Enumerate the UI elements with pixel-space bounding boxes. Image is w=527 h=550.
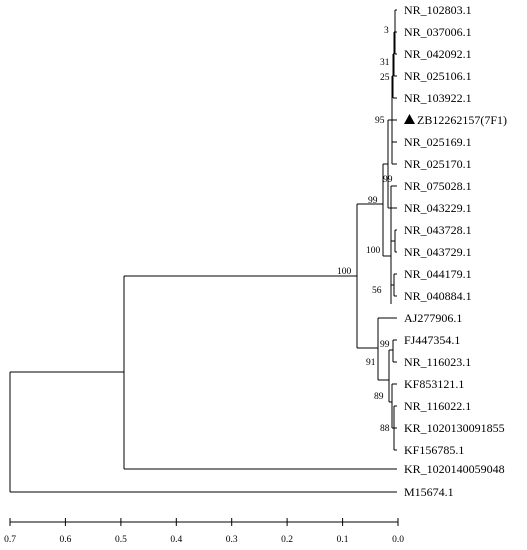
axis-tick-label: 0.3 [226, 535, 238, 545]
bootstrap-value: 3 [384, 26, 389, 36]
leaf-label: NR_043728.1 [404, 223, 472, 237]
bootstrap-value: 25 [380, 73, 390, 83]
leaf-label: NR_040884.1 [404, 289, 472, 303]
leaf-label: KF156785.1 [404, 443, 464, 457]
axis-tick-label: 0.5 [115, 535, 127, 545]
axis-tick-label: 0.4 [170, 535, 182, 545]
leaf-label: FJ447354.1 [404, 333, 460, 347]
leaf-label: NR_025106.1 [404, 69, 472, 83]
leaf-label-highlighted: ZB12262157(7F1) [417, 113, 507, 127]
bootstrap-value: 31 [380, 58, 390, 68]
leaf-label: NR_116023.1 [404, 355, 471, 369]
bootstrap-value: 95 [375, 116, 385, 126]
bootstrap-value: 100 [337, 267, 352, 277]
scale-axis: 0.7 0.6 0.5 0.4 0.3 0.2 0.1 0.0 [4, 518, 404, 545]
leaf-labels: NR_102803.1 NR_037006.1 NR_042092.1 NR_0… [404, 3, 507, 499]
leaf-label: NR_043729.1 [404, 245, 472, 259]
leaf-label: NR_103922.1 [404, 91, 472, 105]
axis-tick-label: 0.7 [4, 535, 16, 545]
leaf-label: KF853121.1 [404, 377, 464, 391]
bootstrap-value: 88 [380, 424, 390, 434]
leaf-label: NR_042092.1 [404, 47, 472, 61]
leaf-label: NR_102803.1 [404, 3, 472, 17]
axis-tick-label: 0.0 [392, 535, 404, 545]
bootstrap-value: 56 [372, 286, 382, 296]
axis-tick-label: 0.1 [337, 535, 349, 545]
axis-tick-label: 0.6 [59, 535, 71, 545]
leaf-label: NR_037006.1 [404, 25, 472, 39]
leaf-label: NR_025169.1 [404, 135, 472, 149]
bootstrap-value: 99 [383, 175, 393, 185]
leaf-label: KR_1020140059048 [404, 462, 505, 476]
highlight-triangle-icon [404, 114, 415, 124]
bootstrap-value: 99 [380, 340, 390, 350]
bootstrap-value: 91 [366, 358, 376, 368]
bootstrap-value: 99 [368, 196, 378, 206]
leaf-label: AJ277906.1 [404, 311, 462, 325]
bootstrap-value: 89 [374, 392, 384, 402]
axis-tick-label: 0.2 [281, 535, 293, 545]
leaf-label: NR_075028.1 [404, 179, 472, 193]
bootstrap-value: 100 [366, 246, 381, 256]
leaf-label: M15674.1 [404, 485, 454, 499]
leaf-label: KR_1020130091855 [404, 421, 505, 435]
leaf-label: NR_025170.1 [404, 157, 472, 171]
leaf-label: NR_043229.1 [404, 201, 472, 215]
leaf-label: NR_116022.1 [404, 399, 471, 413]
bootstrap-values: 3 31 25 95 99 99 100 100 56 99 91 89 88 [337, 26, 393, 434]
tree-branches [9, 9, 397, 493]
leaf-label: NR_044179.1 [404, 267, 472, 281]
